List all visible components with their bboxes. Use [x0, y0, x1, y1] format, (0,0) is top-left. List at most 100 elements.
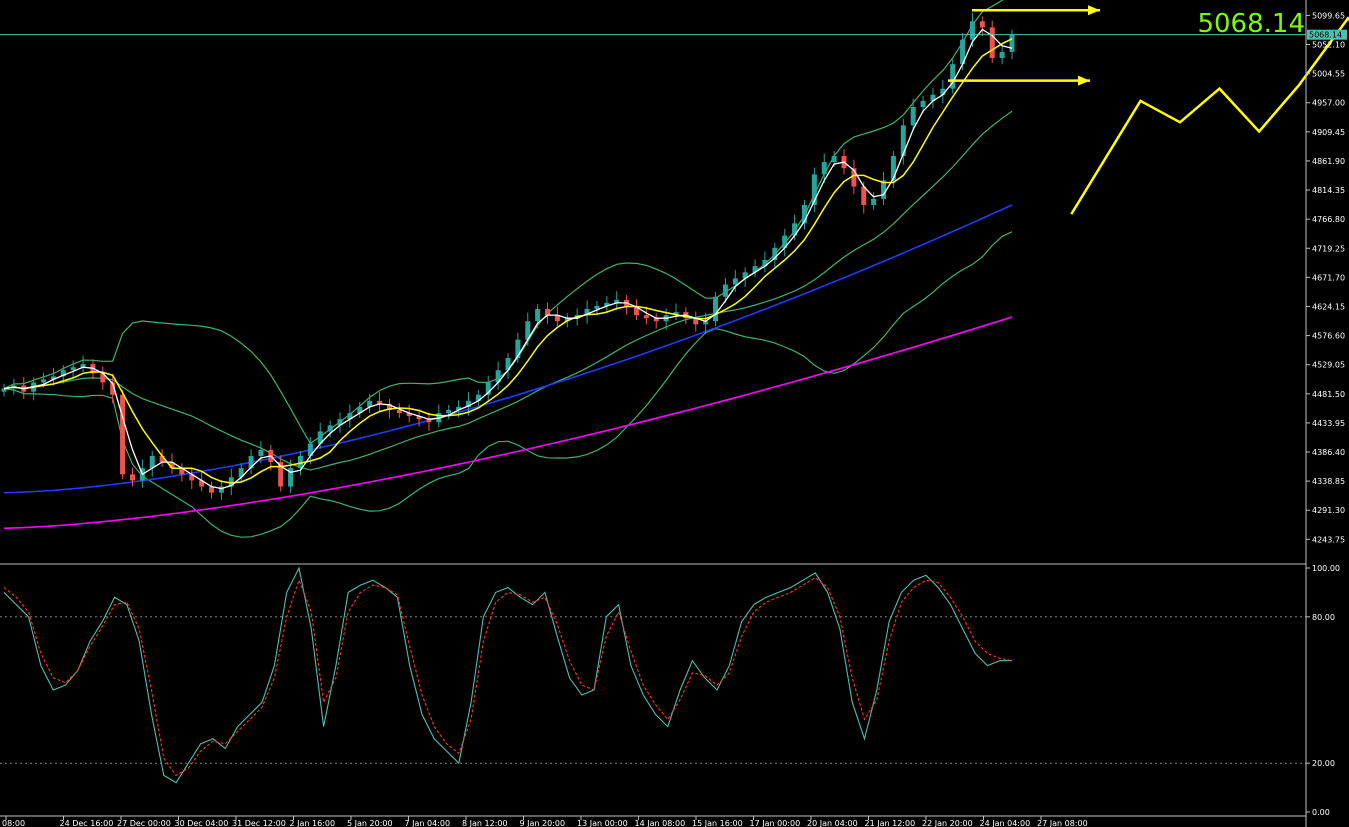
candle-body	[861, 186, 867, 205]
x-tick-label: 8 Jan 12:00	[462, 819, 508, 827]
stochastic-panel[interactable]	[0, 566, 1306, 784]
candle-body	[969, 21, 975, 40]
candle-body	[159, 455, 165, 463]
candle-body	[703, 321, 709, 325]
candle-body	[881, 180, 887, 199]
candle-body	[337, 419, 343, 426]
y-tick-label: 5099.65	[1312, 11, 1345, 20]
y-tick-label: 4671.70	[1312, 273, 1345, 282]
candle-body	[100, 373, 106, 383]
y-tick-label: 4861.90	[1312, 157, 1345, 166]
annotation-arrow-top-head	[1088, 5, 1100, 16]
candle-body	[218, 486, 224, 493]
x-tick-label: 24 Dec 16:00	[60, 819, 114, 827]
candle-body	[179, 468, 185, 475]
candle-body	[960, 39, 966, 65]
candle-body	[386, 403, 392, 411]
candle-body	[643, 315, 649, 319]
candle-body	[979, 21, 985, 28]
candle-body	[258, 449, 264, 456]
current-price-tag-label: 5068.14	[1309, 31, 1342, 40]
candle-body	[238, 468, 244, 478]
candle-body	[851, 168, 857, 187]
candle-body	[693, 318, 699, 325]
x-tick-label: 21 Jan 12:00	[865, 819, 916, 827]
candle-body	[821, 162, 827, 175]
x-tick-label: 22 Jan 20:00	[922, 819, 973, 827]
candle-body	[633, 305, 639, 316]
candle-body	[940, 88, 946, 95]
candle-body	[110, 382, 116, 395]
candle-body	[554, 315, 560, 322]
x-tick-label: 20 Jan 04:00	[807, 819, 858, 827]
candle-body	[950, 64, 956, 89]
y-tick-label: 4766.80	[1312, 215, 1345, 224]
annotation-zigzag	[1070, 16, 1349, 215]
current-price-tag	[1307, 29, 1347, 40]
candle-body	[989, 27, 995, 59]
candle-body	[890, 155, 896, 181]
stoch-signal-line	[3, 577, 1013, 777]
candle-body	[742, 272, 748, 279]
bollinger-lower	[3, 231, 1013, 538]
candle-body	[446, 410, 452, 414]
price-panel[interactable]	[0, 0, 1349, 538]
candle-body	[910, 107, 916, 126]
candle-body	[367, 400, 373, 407]
candle-body	[228, 477, 234, 487]
candle-body	[495, 370, 501, 383]
x-tick-label: 17 Jan 00:00	[750, 819, 801, 827]
candle-body	[199, 480, 205, 487]
candle-body	[515, 339, 521, 358]
candle-body	[1, 388, 7, 392]
candle-body	[801, 204, 807, 224]
bollinger-middle	[3, 110, 1013, 471]
y-tick-label: 5052.10	[1312, 41, 1345, 50]
candle-body	[465, 400, 471, 407]
candle-body	[792, 223, 798, 236]
candle-body	[594, 305, 600, 310]
annotation-arrow-bottom-head	[1078, 75, 1090, 86]
candle-body	[50, 376, 56, 380]
candle-body	[60, 370, 66, 377]
current-price-big-label: 5068.14	[1197, 9, 1305, 39]
ma-fast-white	[3, 28, 1013, 490]
candle-body	[189, 474, 195, 481]
candle-body	[831, 155, 837, 163]
stoch-y-tick-label: 100.00	[1312, 564, 1340, 573]
candle-body	[129, 474, 135, 481]
stoch-y-tick-label: 80.00	[1312, 613, 1335, 622]
candle-body	[327, 425, 333, 432]
candle-body	[377, 400, 383, 404]
candle-body	[41, 379, 47, 383]
ma-slow-magenta	[3, 316, 1013, 529]
candle-body	[871, 198, 877, 205]
y-tick-label: 4529.05	[1312, 361, 1345, 370]
candle-body	[357, 406, 363, 414]
candle-body	[169, 462, 175, 469]
x-tick-label: 5 Jan 20:00	[347, 819, 393, 827]
candle-body	[752, 266, 758, 273]
candle-body	[900, 125, 906, 156]
y-tick-label: 4814.35	[1312, 186, 1345, 195]
x-tick-label: 31 Dec 12:00	[232, 819, 286, 827]
candle-body	[248, 455, 254, 469]
x-tick-label: 08:00	[2, 819, 25, 827]
candle-body	[278, 462, 284, 487]
x-tick-label: 30 Dec 04:00	[175, 819, 229, 827]
candle-body	[396, 410, 402, 414]
stoch-y-tick-label: 0.00	[1312, 808, 1330, 817]
candle-body	[80, 364, 86, 368]
candle-body	[307, 443, 313, 456]
candle-body	[297, 455, 303, 469]
x-tick-label: 15 Jan 16:00	[692, 819, 743, 827]
candle-body	[545, 309, 551, 316]
ma-slow-blue	[3, 204, 1013, 494]
candle-body	[456, 406, 462, 411]
candle-body	[1009, 34, 1015, 52]
ma-mid-yellow	[3, 38, 1013, 484]
y-tick-label: 4957.00	[1312, 99, 1345, 108]
x-tick-label: 24 Jan 04:00	[980, 819, 1031, 827]
